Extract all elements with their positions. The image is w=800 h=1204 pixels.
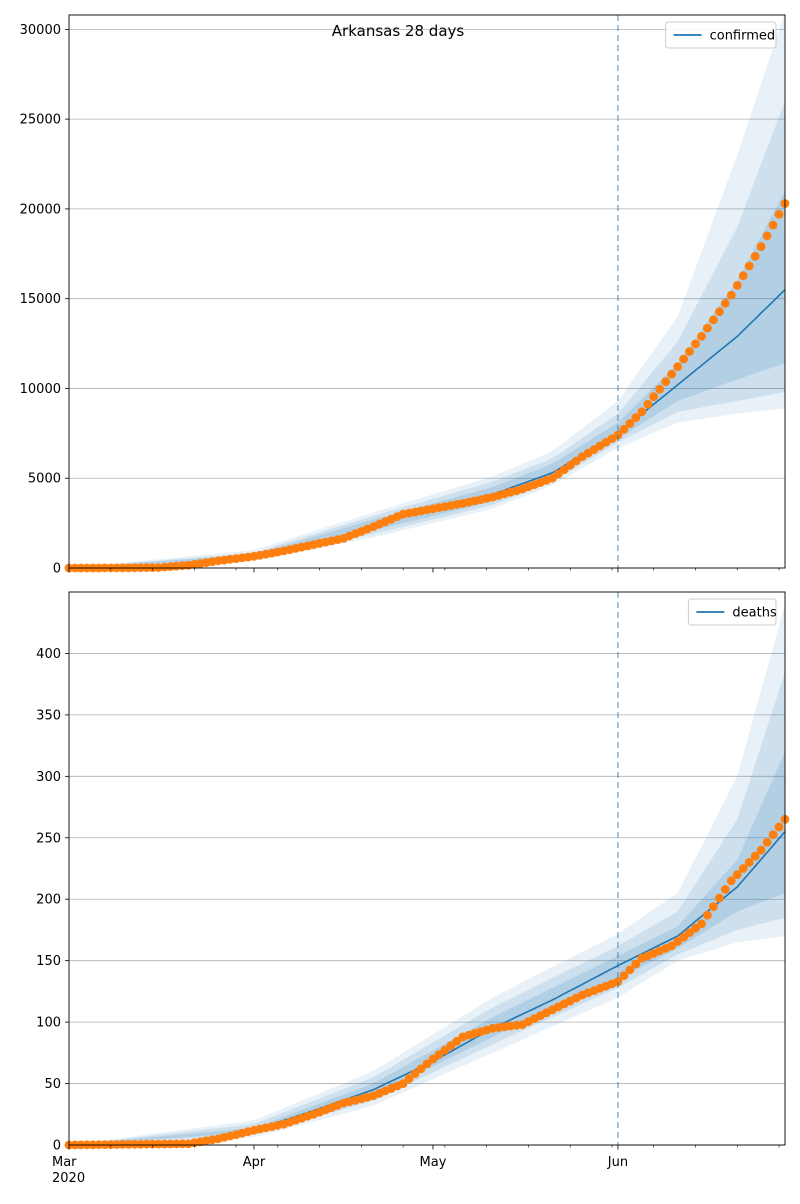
y-tick-label: 15000 <box>20 292 61 307</box>
data-point <box>631 959 641 969</box>
data-point <box>655 384 665 394</box>
data-point <box>732 870 742 879</box>
x-tick-label: May <box>420 1155 447 1170</box>
y-tick-label: 10000 <box>20 382 61 397</box>
data-point <box>715 307 724 316</box>
chart-title: Arkansas 28 days <box>332 22 465 40</box>
data-point <box>697 919 706 929</box>
data-point <box>619 971 629 981</box>
data-point <box>756 845 766 855</box>
data-point <box>673 362 682 371</box>
confidence-band <box>69 671 785 1145</box>
data-point <box>703 323 712 333</box>
data-point <box>768 830 778 840</box>
confirmed-panel: 0 5000 10000 15000 20000 25000 30000 confirmed <box>20 11 790 577</box>
data-point <box>667 369 676 379</box>
data-point <box>416 1064 426 1074</box>
data-point <box>619 424 629 434</box>
y-tick-label: 20000 <box>20 202 61 217</box>
data-point <box>631 413 641 422</box>
data-point <box>679 354 688 364</box>
data-point <box>750 851 760 861</box>
data-point <box>774 209 784 219</box>
data-point <box>637 407 647 417</box>
data-point <box>625 419 635 428</box>
data-point <box>691 339 700 349</box>
y-tick-label: 0 <box>53 1139 61 1154</box>
data-point <box>709 902 718 911</box>
data-point <box>434 1050 444 1059</box>
data-point <box>685 347 694 356</box>
x-tick-label-year: 2020 <box>52 1171 85 1186</box>
data-point <box>726 876 736 886</box>
data-point <box>709 315 718 325</box>
y-tick-label: 50 <box>44 1077 61 1092</box>
data-point <box>404 1074 414 1083</box>
data-point <box>720 885 730 894</box>
legend-label: deaths <box>732 606 777 621</box>
x-tick-label: Jun <box>607 1155 628 1170</box>
data-point <box>762 838 772 847</box>
data-point <box>774 822 784 832</box>
data-point <box>756 242 766 252</box>
data-point <box>398 1079 408 1088</box>
data-point <box>744 261 754 271</box>
data-point <box>738 271 748 281</box>
y-tick-label: 100 <box>36 1016 61 1031</box>
axes-frame <box>68 14 786 569</box>
y-tick-label: 250 <box>36 831 61 846</box>
y-tick-label: 200 <box>36 893 61 908</box>
data-point <box>744 858 754 867</box>
axes-frame <box>68 591 786 1146</box>
y-tick-label: 350 <box>36 708 61 723</box>
data-point <box>750 251 760 261</box>
data-point <box>625 965 635 975</box>
x-tick-label: Mar <box>52 1155 77 1170</box>
data-point <box>768 220 778 230</box>
data-point <box>726 290 736 300</box>
data-point <box>697 332 706 341</box>
data-point <box>703 910 712 920</box>
y-tick-label: 5000 <box>28 472 61 487</box>
y-tick-label: 0 <box>53 562 61 577</box>
data-point <box>613 977 623 986</box>
data-point <box>732 281 742 290</box>
data-point <box>649 392 659 402</box>
data-point <box>661 377 671 386</box>
legend-box <box>687 598 777 626</box>
x-tick-label: Apr <box>243 1155 266 1170</box>
data-point <box>643 399 653 409</box>
y-tick-label: 400 <box>36 647 61 662</box>
series-line <box>68 831 786 1146</box>
y-tick-label: 150 <box>36 954 61 969</box>
confidence-band <box>69 11 785 568</box>
legend-label: confirmed <box>710 29 776 44</box>
data-point <box>762 231 772 241</box>
y-tick-label: 30000 <box>20 23 61 38</box>
data-point <box>738 864 748 873</box>
y-tick-label: 25000 <box>20 113 61 128</box>
data-point <box>715 893 724 903</box>
data-point <box>422 1059 432 1069</box>
data-point <box>410 1069 420 1079</box>
confidence-band <box>69 751 785 1145</box>
legend-box <box>665 21 777 49</box>
y-tick-label: 300 <box>36 770 61 785</box>
data-point <box>720 298 730 308</box>
